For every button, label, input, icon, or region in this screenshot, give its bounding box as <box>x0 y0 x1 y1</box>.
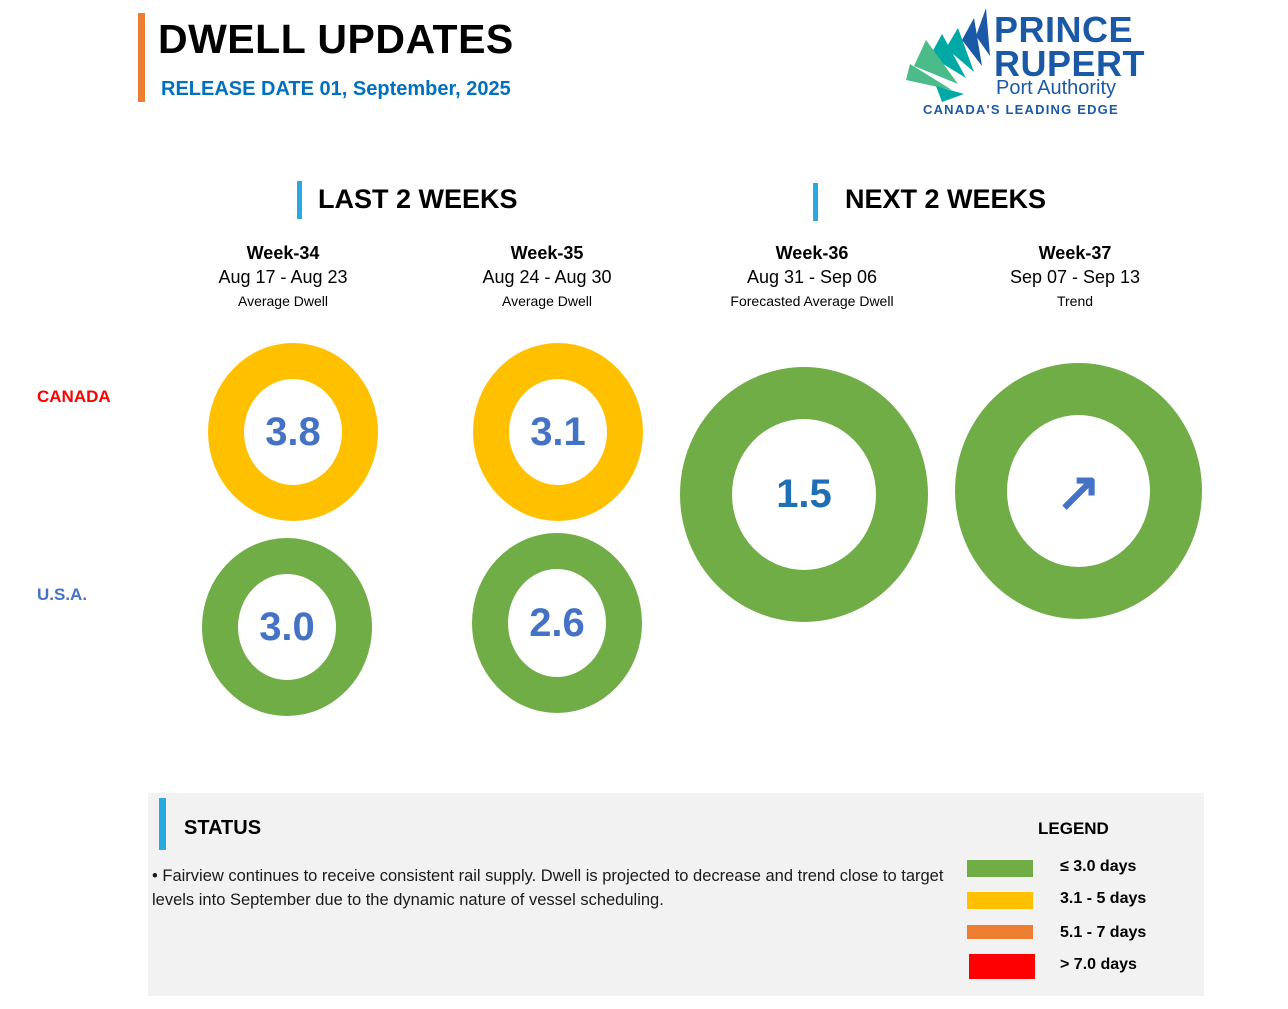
week-37-header: Week-37 Sep 07 - Sep 13 Trend <box>955 242 1195 312</box>
canada-week-35-dwell-ring: 3.1 <box>473 343 643 521</box>
usa-week-35-dwell-ring: 2.6 <box>472 533 642 713</box>
logo-text-port-authority: Port Authority <box>996 77 1117 99</box>
maple-leaf-logo-icon <box>906 8 990 102</box>
week-subtitle: Average Dwell <box>501 293 592 309</box>
trend-arrow-icon: ↗ <box>1055 461 1102 522</box>
logo-text-prince: PRINCE <box>994 9 1134 50</box>
week-subtitle: Average Dwell <box>237 293 328 309</box>
dwell-value: 2.6 <box>529 600 585 645</box>
logo-tagline: CANADA'S LEADING EDGE <box>923 102 1119 117</box>
legend-swatch-yellow <box>967 892 1033 909</box>
legend-label: ≤ 3.0 days <box>1060 858 1137 875</box>
usa-week-34-dwell-ring: 3.0 <box>202 538 372 716</box>
dwell-value: 3.1 <box>530 409 586 454</box>
legend-swatch-red <box>969 954 1035 979</box>
forecast-dwell-value: 1.5 <box>776 472 832 516</box>
legend-swatch-orange <box>967 925 1033 939</box>
legend-swatch-green <box>967 860 1033 877</box>
page-title: DWELL UPDATES <box>158 16 514 62</box>
country-label-usa: U.S.A. <box>37 585 88 604</box>
status-accent-bar <box>159 798 166 850</box>
next-weeks-accent-bar <box>813 183 818 221</box>
week-36-header: Week-36 Aug 31 - Sep 06 Forecasted Avera… <box>692 242 932 312</box>
last-weeks-accent-bar <box>297 181 302 219</box>
prince-rupert-logo: PRINCE RUPERT Port Authority CANADA'S LE… <box>906 6 1145 118</box>
week-subtitle: Forecasted Average Dwell <box>730 293 894 309</box>
legend-label: > 7.0 days <box>1060 956 1137 973</box>
status-text: • Fairview continues to receive consiste… <box>152 867 944 909</box>
week-subtitle: Trend <box>1056 293 1094 309</box>
legend-label: 3.1 - 5 days <box>1060 890 1147 907</box>
week-dates: Aug 24 - Aug 30 <box>482 267 612 287</box>
week-label: Week-36 <box>775 243 849 263</box>
week-dates: Sep 07 - Sep 13 <box>1009 267 1141 287</box>
week-37-trend-ring: ↗ <box>955 363 1202 619</box>
legend-heading: LEGEND <box>1038 819 1109 838</box>
legend-label: 5.1 - 7 days <box>1060 924 1147 941</box>
title-accent-bar <box>138 13 145 102</box>
week-dates: Aug 17 - Aug 23 <box>218 267 348 287</box>
dwell-value: 3.0 <box>259 604 315 649</box>
week-35-header: Week-35 Aug 24 - Aug 30 Average Dwell <box>427 242 667 312</box>
week-label: Week-35 <box>510 243 584 263</box>
last-2-weeks-heading: LAST 2 WEEKS <box>318 184 518 214</box>
week-36-forecast-dwell-ring: 1.5 <box>680 367 928 622</box>
release-date: RELEASE DATE 01, September, 2025 <box>161 78 511 100</box>
next-2-weeks-heading: NEXT 2 WEEKS <box>845 184 1047 214</box>
canada-week-34-dwell-ring: 3.8 <box>208 343 378 521</box>
logo-text-rupert: RUPERT <box>994 43 1146 84</box>
week-34-header: Week-34 Aug 17 - Aug 23 Average Dwell <box>163 242 403 312</box>
week-dates: Aug 31 - Sep 06 <box>746 267 878 287</box>
country-label-canada: CANADA <box>37 387 111 406</box>
dwell-value: 3.8 <box>265 409 321 454</box>
week-label: Week-34 <box>246 243 320 263</box>
status-heading: STATUS <box>184 817 262 839</box>
week-label: Week-37 <box>1038 243 1112 263</box>
